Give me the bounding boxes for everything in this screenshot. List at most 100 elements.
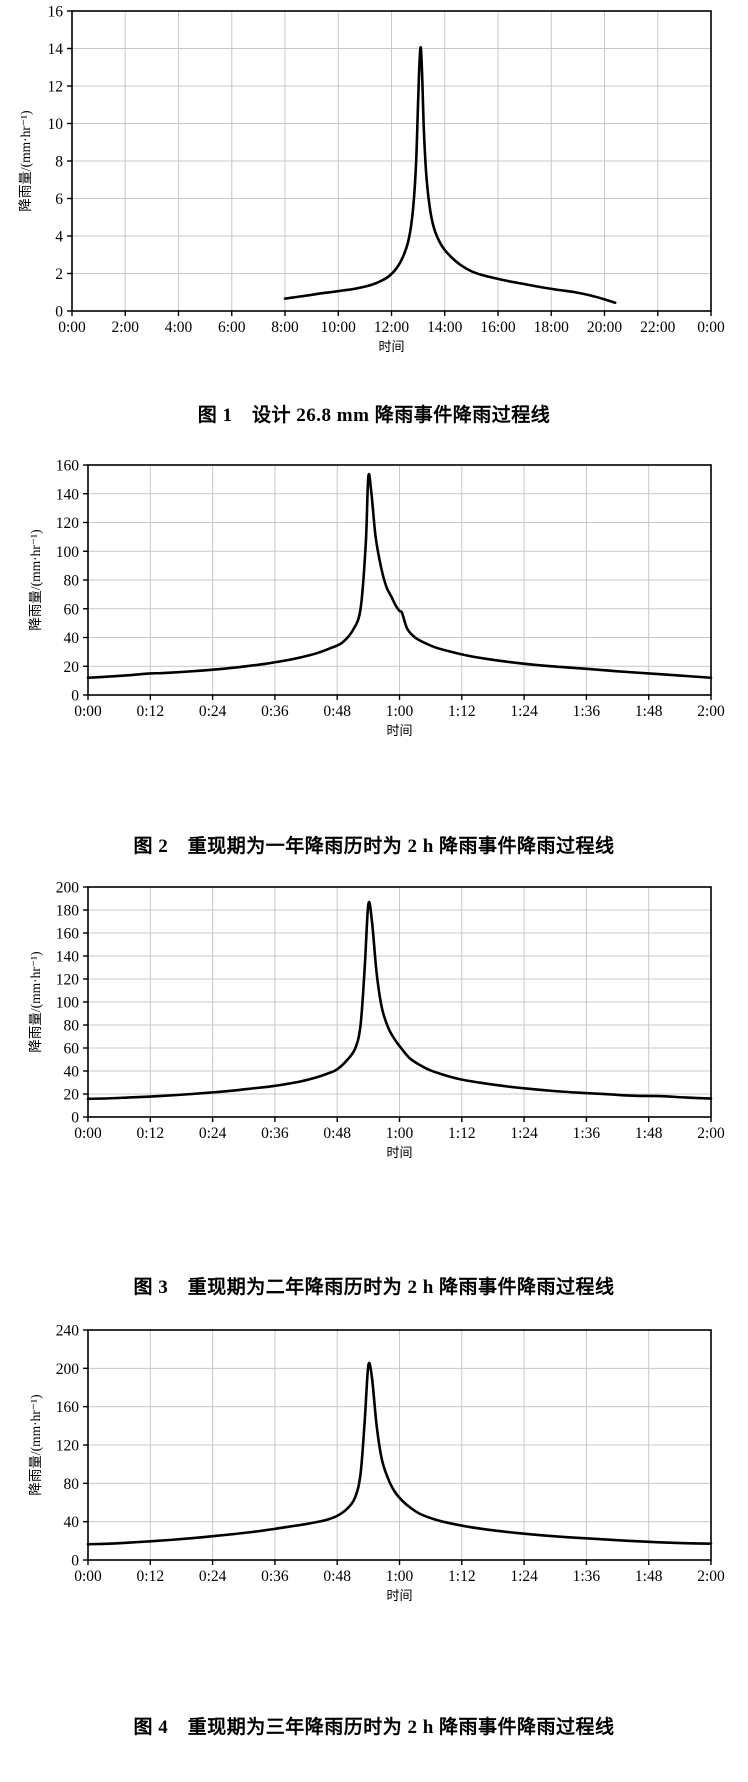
figure-block-2: 0 20 40 60 80 100 120 140 160 0:00 0:12 0:24 0:36 0:4… — [0, 440, 748, 880]
x-axis-title: 时间 — [386, 723, 412, 738]
x-tick-label: 0:00 — [697, 319, 725, 336]
x-tick-label: 1:12 — [448, 1568, 476, 1585]
y-tick-label: 180 — [56, 903, 80, 920]
y-tick-label: 40 — [64, 1514, 80, 1531]
x-tick-label: 0:36 — [261, 1568, 289, 1585]
data-series-line — [86, 1361, 713, 1546]
figure-caption-2: 图 2 重现期为一年降雨历时为 2 h 降雨事件降雨过程线 — [133, 836, 615, 857]
y-tick-label: 14 — [48, 41, 64, 58]
x-tick-label: 8:00 — [271, 319, 299, 336]
x-tick-label: 0:48 — [323, 1125, 351, 1142]
figure-caption-3: 图 3 重现期为二年降雨历时为 2 h 降雨事件降雨过程线 — [133, 1277, 615, 1298]
x-axis-title: 时间 — [378, 339, 404, 354]
x-tick-label: 1:48 — [635, 1568, 663, 1585]
y-tick-label: 80 — [64, 1476, 80, 1493]
data-series-line — [283, 46, 617, 305]
y-tick-label: 40 — [64, 1064, 80, 1081]
x-tick-label: 1:00 — [386, 703, 414, 720]
figure-block-4: 0 40 80 120 160 200 240 0:00 0:12 0:24 0:36 0:48 1:0… — [0, 1320, 748, 1760]
x-tick-label: 1:36 — [573, 1125, 601, 1142]
x-tick-label: 0:12 — [137, 1568, 165, 1585]
y-tick-label: 140 — [56, 949, 80, 966]
x-tick-label: 2:00 — [111, 319, 139, 336]
y-tick-label: 120 — [56, 972, 80, 989]
x-tick-label: 1:48 — [635, 703, 663, 720]
x-axis-title: 时间 — [386, 1145, 412, 1160]
x-tick-label: 1:48 — [635, 1125, 663, 1142]
y-tick-label: 140 — [56, 486, 80, 503]
x-tick-label: 2:00 — [697, 1125, 725, 1142]
y-tick-label: 200 — [56, 880, 80, 897]
x-tick-label: 1:12 — [448, 1125, 476, 1142]
y-tick-label: 60 — [64, 1041, 80, 1058]
x-tick-label: 10:00 — [321, 319, 357, 336]
x-tick-label: 0:00 — [58, 319, 86, 336]
y-tick-label: 120 — [56, 1438, 80, 1455]
x-tick-label: 0:36 — [261, 703, 289, 720]
x-tick-label: 20:00 — [587, 319, 623, 336]
data-series-line — [86, 900, 713, 1101]
y-tick-label: 240 — [56, 1323, 80, 1340]
x-tick-label: 1:12 — [448, 703, 476, 720]
x-tick-label: 22:00 — [640, 319, 676, 336]
y-tick-label: 20 — [64, 659, 80, 676]
y-axis-title: 降雨量/(mm·hr⁻¹) — [18, 110, 33, 211]
figure-caption-4: 图 4 重现期为三年降雨历时为 2 h 降雨事件降雨过程线 — [133, 1717, 615, 1738]
x-tick-label: 0:12 — [137, 1125, 165, 1142]
chart-figure-4: 0 40 80 120 160 200 240 0:00 0:12 0:24 0:36 0:48 1:0… — [28, 1323, 725, 1604]
x-tick-label: 1:00 — [386, 1568, 414, 1585]
y-tick-label: 6 — [55, 191, 63, 208]
x-tick-label: 0:00 — [74, 1125, 102, 1142]
y-tick-label: 16 — [48, 4, 64, 21]
x-tick-label: 1:00 — [386, 1125, 414, 1142]
y-tick-label: 200 — [56, 1361, 80, 1378]
chart-figure-1: 0 2 4 6 8 10 12 14 16 0:00 2:00 4:00 6:00 8:00 10:00 12… — [18, 4, 725, 355]
y-tick-label: 0 — [71, 1110, 79, 1127]
x-tick-label: 18:00 — [534, 319, 570, 336]
y-axis-title: 降雨量/(mm·hr⁻¹) — [28, 529, 43, 630]
y-tick-label: 40 — [64, 630, 80, 647]
x-tick-label: 0:36 — [261, 1125, 289, 1142]
x-tick-label: 0:48 — [323, 703, 351, 720]
x-tick-label: 14:00 — [427, 319, 463, 336]
x-tick-label: 0:24 — [199, 1568, 227, 1585]
y-tick-label: 0 — [55, 304, 63, 321]
x-tick-label: 1:36 — [573, 1568, 601, 1585]
y-tick-label: 10 — [48, 116, 64, 133]
x-tick-label: 0:00 — [74, 703, 102, 720]
x-tick-label: 2:00 — [697, 1568, 725, 1585]
y-axis-title: 降雨量/(mm·hr⁻¹) — [28, 1394, 43, 1495]
x-tick-label: 0:12 — [137, 703, 165, 720]
x-tick-label: 12:00 — [374, 319, 410, 336]
y-tick-label: 160 — [56, 458, 80, 475]
x-tick-label: 6:00 — [218, 319, 246, 336]
figure-block-3: 0 20 40 60 80 100 120 140 160 180 200 0:00 0:12 0:24 0… — [0, 880, 748, 1320]
y-tick-label: 160 — [56, 1399, 80, 1416]
x-tick-label: 0:48 — [323, 1568, 351, 1585]
x-tick-label: 0:24 — [199, 1125, 227, 1142]
x-tick-label: 4:00 — [165, 319, 193, 336]
y-tick-label: 0 — [71, 1553, 79, 1570]
y-tick-label: 80 — [64, 573, 80, 590]
y-tick-label: 12 — [48, 79, 64, 96]
chart-figure-3: 0 20 40 60 80 100 120 140 160 180 200 0:00 0:12 0:24 0… — [28, 880, 725, 1161]
y-tick-label: 160 — [56, 926, 80, 943]
y-tick-label: 0 — [71, 688, 79, 705]
y-tick-label: 100 — [56, 544, 80, 561]
y-tick-label: 80 — [64, 1018, 80, 1035]
x-tick-label: 0:24 — [199, 703, 227, 720]
x-tick-label: 1:24 — [510, 1568, 538, 1585]
figure-block-1: 0 2 4 6 8 10 12 14 16 0:00 2:00 4:00 6:00 8:00 10:00 12… — [0, 0, 748, 440]
y-tick-label: 100 — [56, 995, 80, 1012]
x-tick-label: 1:24 — [510, 1125, 538, 1142]
x-tick-label: 16:00 — [480, 319, 516, 336]
x-tick-label: 1:24 — [510, 703, 538, 720]
y-tick-label: 60 — [64, 601, 80, 618]
y-tick-label: 8 — [55, 154, 63, 171]
data-series-line — [86, 472, 713, 680]
y-tick-label: 2 — [55, 266, 63, 283]
figure-caption-1: 图 1 设计 26.8 mm 降雨事件降雨过程线 — [197, 405, 551, 426]
y-tick-label: 120 — [56, 515, 80, 532]
x-tick-label: 1:36 — [573, 703, 601, 720]
